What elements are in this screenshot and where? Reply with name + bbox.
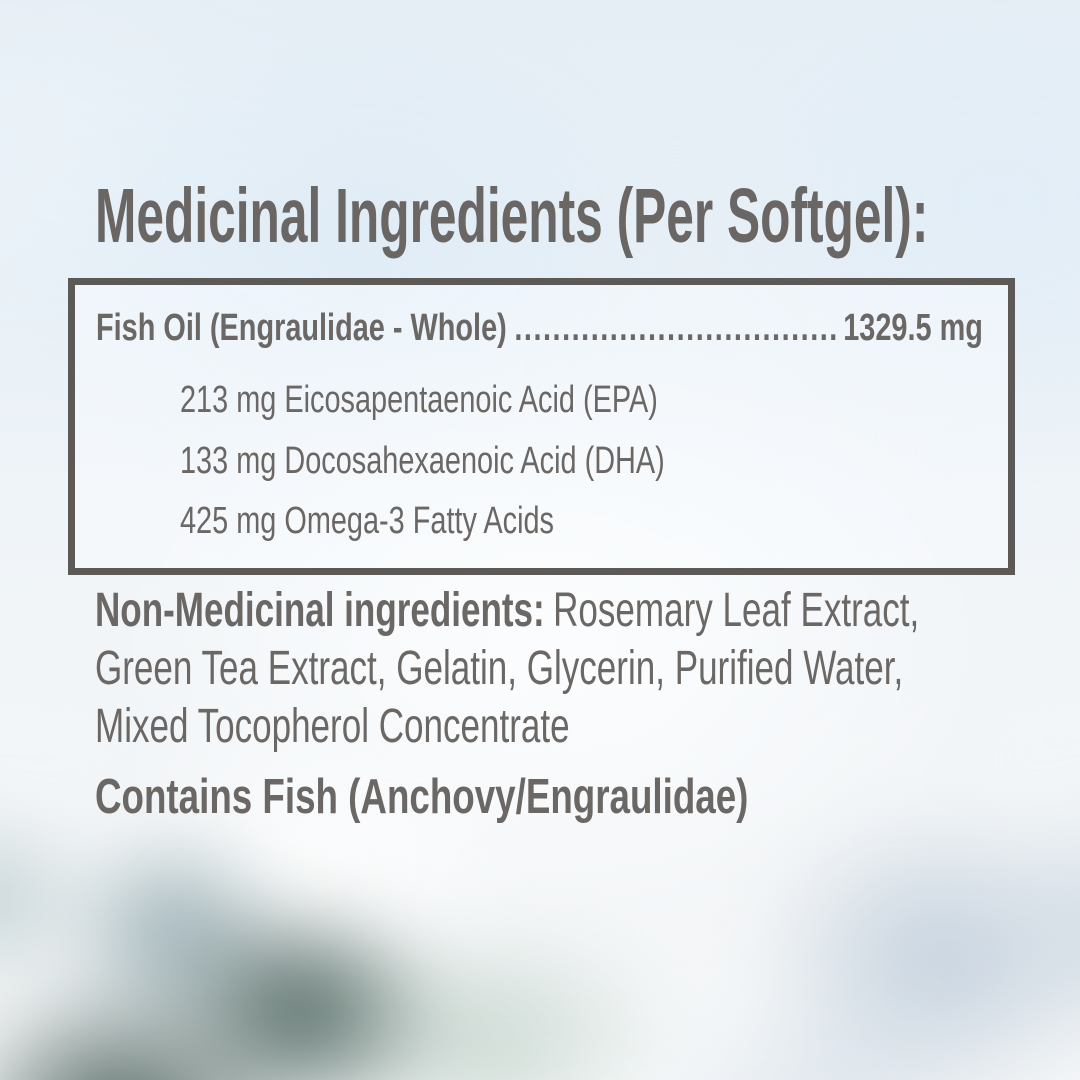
non-medicinal-items-line-1: Rosemary Leaf Extract, bbox=[553, 584, 920, 637]
dotted-leader: ........................................… bbox=[514, 309, 835, 347]
non-medicinal-items-line-2: Green Tea Extract, Gelatin, Glycerin, Pu… bbox=[95, 642, 904, 695]
non-medicinal-line-1: Non-Medicinal ingredients: Rosemary Leaf … bbox=[95, 582, 919, 640]
allergen-statement: Contains Fish (Anchovy/Engraulidae) bbox=[95, 770, 749, 824]
non-medicinal-label: Non-Medicinal ingredients: bbox=[95, 584, 545, 637]
breakdown-dha: 133 mg Docosahexaenoic Acid (DHA) bbox=[180, 440, 665, 482]
medicinal-ingredients-box: Fish Oil (Engraulidae - Whole) .........… bbox=[68, 278, 1015, 575]
main-ingredient-name: Fish Oil (Engraulidae - Whole) bbox=[96, 307, 507, 349]
non-medicinal-section: Non-Medicinal ingredients: Rosemary Leaf … bbox=[95, 582, 1080, 756]
non-medicinal-items-line-3: Mixed Tocopherol Concentrate bbox=[95, 700, 570, 753]
main-ingredient-row: Fish Oil (Engraulidae - Whole) .........… bbox=[96, 309, 983, 347]
breakdown-epa: 213 mg Eicosapentaenoic Acid (EPA) bbox=[180, 379, 658, 421]
main-ingredient-amount: 1329.5 mg bbox=[843, 307, 983, 349]
breakdown-omega3: 425 mg Omega-3 Fatty Acids bbox=[180, 500, 555, 542]
section-title: Medicinal Ingredients (Per Softgel): bbox=[95, 173, 929, 259]
